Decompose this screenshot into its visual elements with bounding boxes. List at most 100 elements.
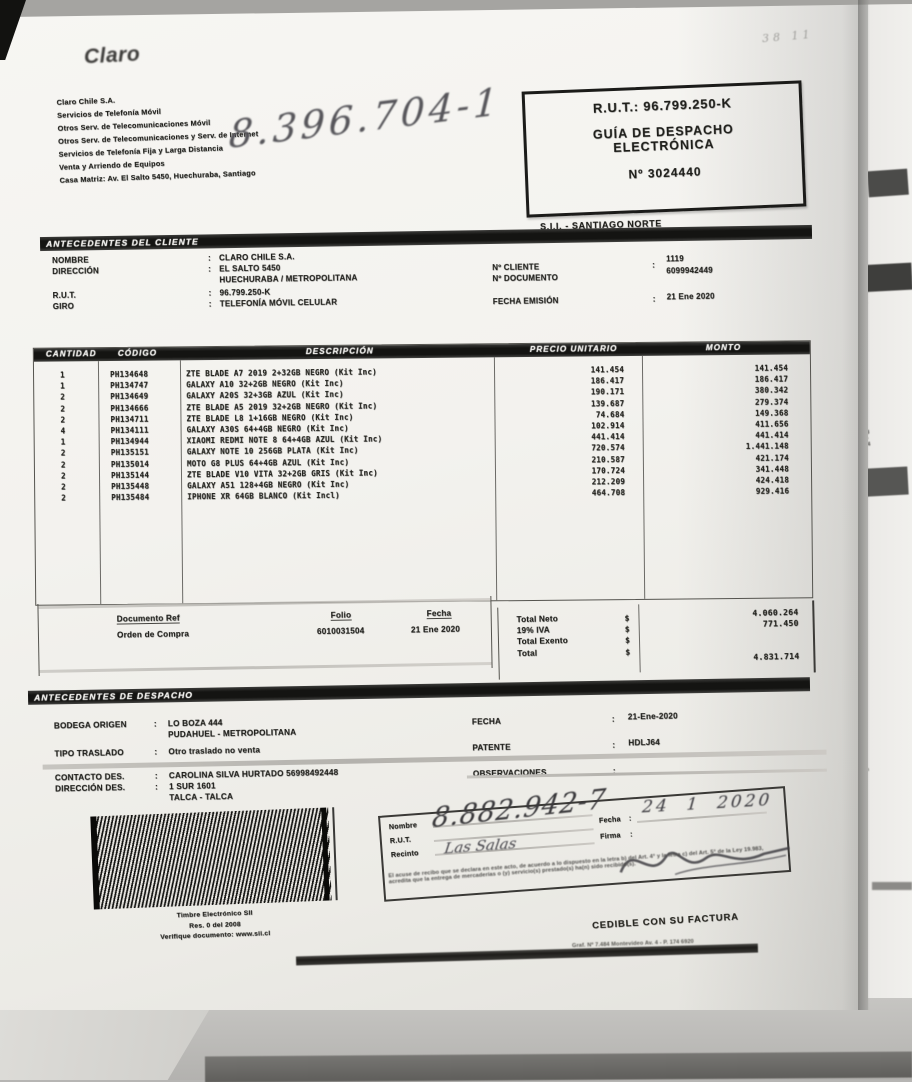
currency-sign: $ xyxy=(624,612,630,623)
cell-price: 186.417 xyxy=(590,376,625,386)
cell-code: PH135144 xyxy=(110,470,150,480)
cell-amount: 421.174 xyxy=(755,452,789,463)
cell-price: 141.454 xyxy=(590,365,625,375)
ref-folio-header: Folio xyxy=(330,610,352,621)
cell-desc: IPHONE XR 64GB BLANCO (Kit Incl) xyxy=(187,490,340,502)
separator xyxy=(155,771,158,780)
ref-date-value: 21 Ene 2020 xyxy=(410,624,461,635)
claro-logo: Claro xyxy=(83,42,141,69)
cell-code: PH134666 xyxy=(110,403,149,413)
currency-sign: $ xyxy=(625,646,631,657)
currency-sign: $ xyxy=(624,623,630,634)
adjacent-sheet-bar xyxy=(872,882,912,890)
cell-qty: 4 xyxy=(60,426,66,436)
scan-streak xyxy=(42,749,827,770)
items-header-qty: CANTIDAD xyxy=(45,349,97,359)
currency-sign: $ xyxy=(624,634,631,645)
cell-qty: 1 xyxy=(59,370,65,380)
cell-price: 720.574 xyxy=(591,443,625,453)
separator xyxy=(154,719,157,728)
barcode-stop-bar xyxy=(321,807,330,901)
totals-divider xyxy=(638,604,641,673)
cell-qty: 1 xyxy=(60,381,65,391)
rut-box: R.U.T.: 96.799.250-K GUÍA DE DESPACHO EL… xyxy=(521,80,807,218)
separator xyxy=(154,747,157,756)
sii-stamp-barcode xyxy=(90,807,338,910)
dest-address-value1: 1 SUR 1601 xyxy=(168,781,216,792)
separator xyxy=(209,289,212,298)
receipt-name-label: Nombre xyxy=(388,820,418,832)
separator xyxy=(629,813,632,822)
dispatch-guide-paper: Claro Claro Chile S.A. Servicios de Tele… xyxy=(0,0,868,1010)
separator xyxy=(612,741,615,750)
client-rut-label: R.U.T. xyxy=(52,290,77,301)
total-iva-label: 19% IVA xyxy=(516,625,550,636)
cell-qty: 2 xyxy=(60,448,66,458)
total-iva-value: 771.450 xyxy=(762,617,799,629)
items-rows: 1 PH134648 ZTE BLADE A7 2019 2+32GB NEGRO … xyxy=(34,362,811,504)
separator xyxy=(652,261,655,270)
ref-folio-value: 6010031504 xyxy=(316,626,365,637)
cell-price: 464.708 xyxy=(591,488,626,498)
client-rut-value: 96.799.250-K xyxy=(219,287,271,298)
contact-value: CAROLINA SILVA HURTADO 56998492448 xyxy=(168,767,339,781)
transfer-type-label: TIPO TRASLADO xyxy=(54,748,124,759)
ref-date-header: Fecha xyxy=(426,608,452,620)
client-number-value: 1119 xyxy=(666,254,684,264)
client-name-label: NOMBRE xyxy=(51,255,89,266)
cell-code: PH135151 xyxy=(110,447,150,458)
cell-qty: 2 xyxy=(60,415,66,425)
cell-price: 190.171 xyxy=(590,387,625,397)
ref-doc-value: Orden de Compra xyxy=(116,629,190,640)
cell-amount: 380.342 xyxy=(754,385,789,396)
cell-qty: 2 xyxy=(61,482,66,492)
ref-doc-header: Documento Ref xyxy=(116,613,180,625)
dispatch-section-title: ANTECEDENTES DE DESPACHO xyxy=(33,689,194,703)
total-net-label: Total Neto xyxy=(516,614,559,625)
document-number-label: Nº DOCUMENTO xyxy=(492,273,559,284)
bottom-dark-strip xyxy=(204,1051,912,1082)
total-net-value: 4.060.264 xyxy=(752,606,799,618)
cell-price: 210.587 xyxy=(591,454,625,464)
handwritten-number-top: 8.396.704-1 xyxy=(227,78,503,158)
handwritten-rut: 8.882.942-7 xyxy=(430,783,609,835)
plate-value: HDLJ64 xyxy=(628,737,661,748)
separator xyxy=(653,295,656,304)
origin-value2: PUDAHUEL - METROPOLITANA xyxy=(167,727,297,740)
cell-amount: 424.418 xyxy=(755,475,790,485)
cell-code: PH134747 xyxy=(110,380,149,391)
cell-price: 102.914 xyxy=(591,421,625,431)
pencil-note: 38 11 xyxy=(761,27,814,46)
scan-streak xyxy=(39,662,492,673)
client-number-label: Nº CLIENTE xyxy=(492,262,540,273)
receipt-rut-label: R.U.T. xyxy=(389,834,412,846)
receipt-place-label: Recinto xyxy=(390,848,419,860)
separator xyxy=(208,254,211,263)
cell-qty: 2 xyxy=(61,493,67,503)
totals-box: Total Neto 19% IVA Total Exento Total $ … xyxy=(497,600,816,680)
items-header-price: PRECIO UNITARIO xyxy=(529,344,618,354)
adjacent-sheet-bar xyxy=(867,168,909,198)
cell-qty: 2 xyxy=(60,392,66,402)
cell-code: PH134711 xyxy=(110,414,149,424)
cell-amount: 141.454 xyxy=(754,363,789,373)
total-exempt-label: Total Exento xyxy=(516,636,569,647)
cedible-text: CEDIBLE CON SU FACTURA xyxy=(591,911,740,932)
separator xyxy=(208,265,211,274)
barcode-stop-bar-thin xyxy=(332,807,338,901)
origin-label: BODEGA ORIGEN xyxy=(53,720,127,731)
right-edge-shadow xyxy=(858,0,870,1010)
plate-label: PATENTE xyxy=(472,742,511,753)
client-section-bar: ANTECEDENTES DEL CLIENTE xyxy=(39,224,813,252)
cell-qty: 2 xyxy=(60,471,66,481)
cell-amount: 341.448 xyxy=(755,464,790,474)
cell-code: PH135448 xyxy=(111,481,150,491)
dest-address-label: DIRECCIÓN DES. xyxy=(54,783,126,794)
separator xyxy=(209,300,212,309)
document-number-value: 6099942449 xyxy=(666,265,713,276)
transfer-type-value: Otro traslado no venta xyxy=(168,745,261,757)
dispatch-date-label: FECHA xyxy=(471,716,502,727)
total-value: 4.831.714 xyxy=(753,650,800,662)
cell-code: PH134649 xyxy=(110,392,149,402)
client-address-value2: HUECHURABA / METROPOLITANA xyxy=(219,273,358,285)
